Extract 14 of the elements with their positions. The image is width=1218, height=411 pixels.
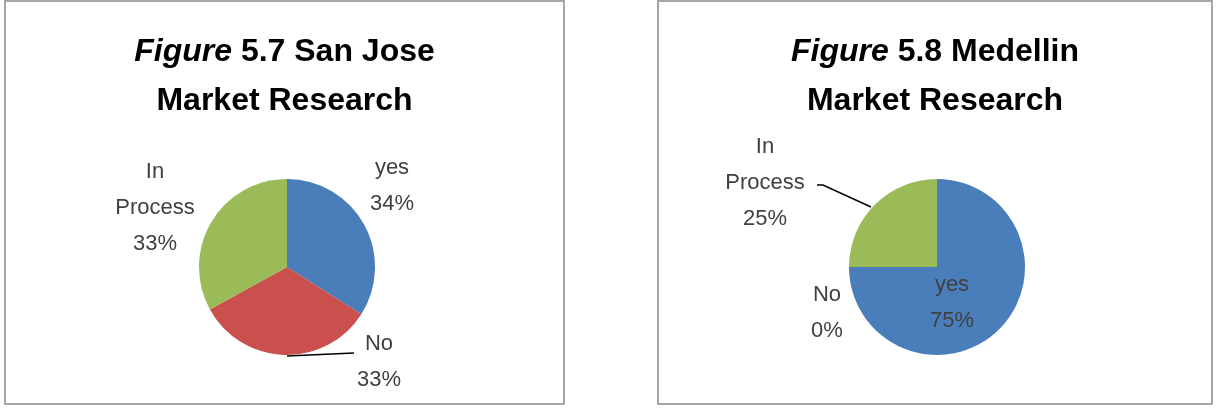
data-label: 33%: [132, 230, 178, 256]
slice-label: yes: [934, 271, 970, 297]
slice-label: yes: [374, 154, 410, 180]
slice-label: No: [364, 330, 394, 356]
category-label: No: [812, 281, 842, 307]
data-label: 33%: [356, 366, 402, 392]
slice-label: In Process: [725, 133, 805, 195]
chart-title: Figure 5.8 Medellin Market Research: [789, 31, 1081, 119]
data-label: 75%: [929, 307, 975, 333]
slice-label: In Process: [115, 158, 195, 220]
text: 0%: [811, 317, 843, 343]
data-label: 25%: [742, 205, 788, 231]
chart-title: Figure 5.7 San Jose Market Research: [133, 31, 436, 119]
data-label: 34%: [369, 190, 415, 216]
